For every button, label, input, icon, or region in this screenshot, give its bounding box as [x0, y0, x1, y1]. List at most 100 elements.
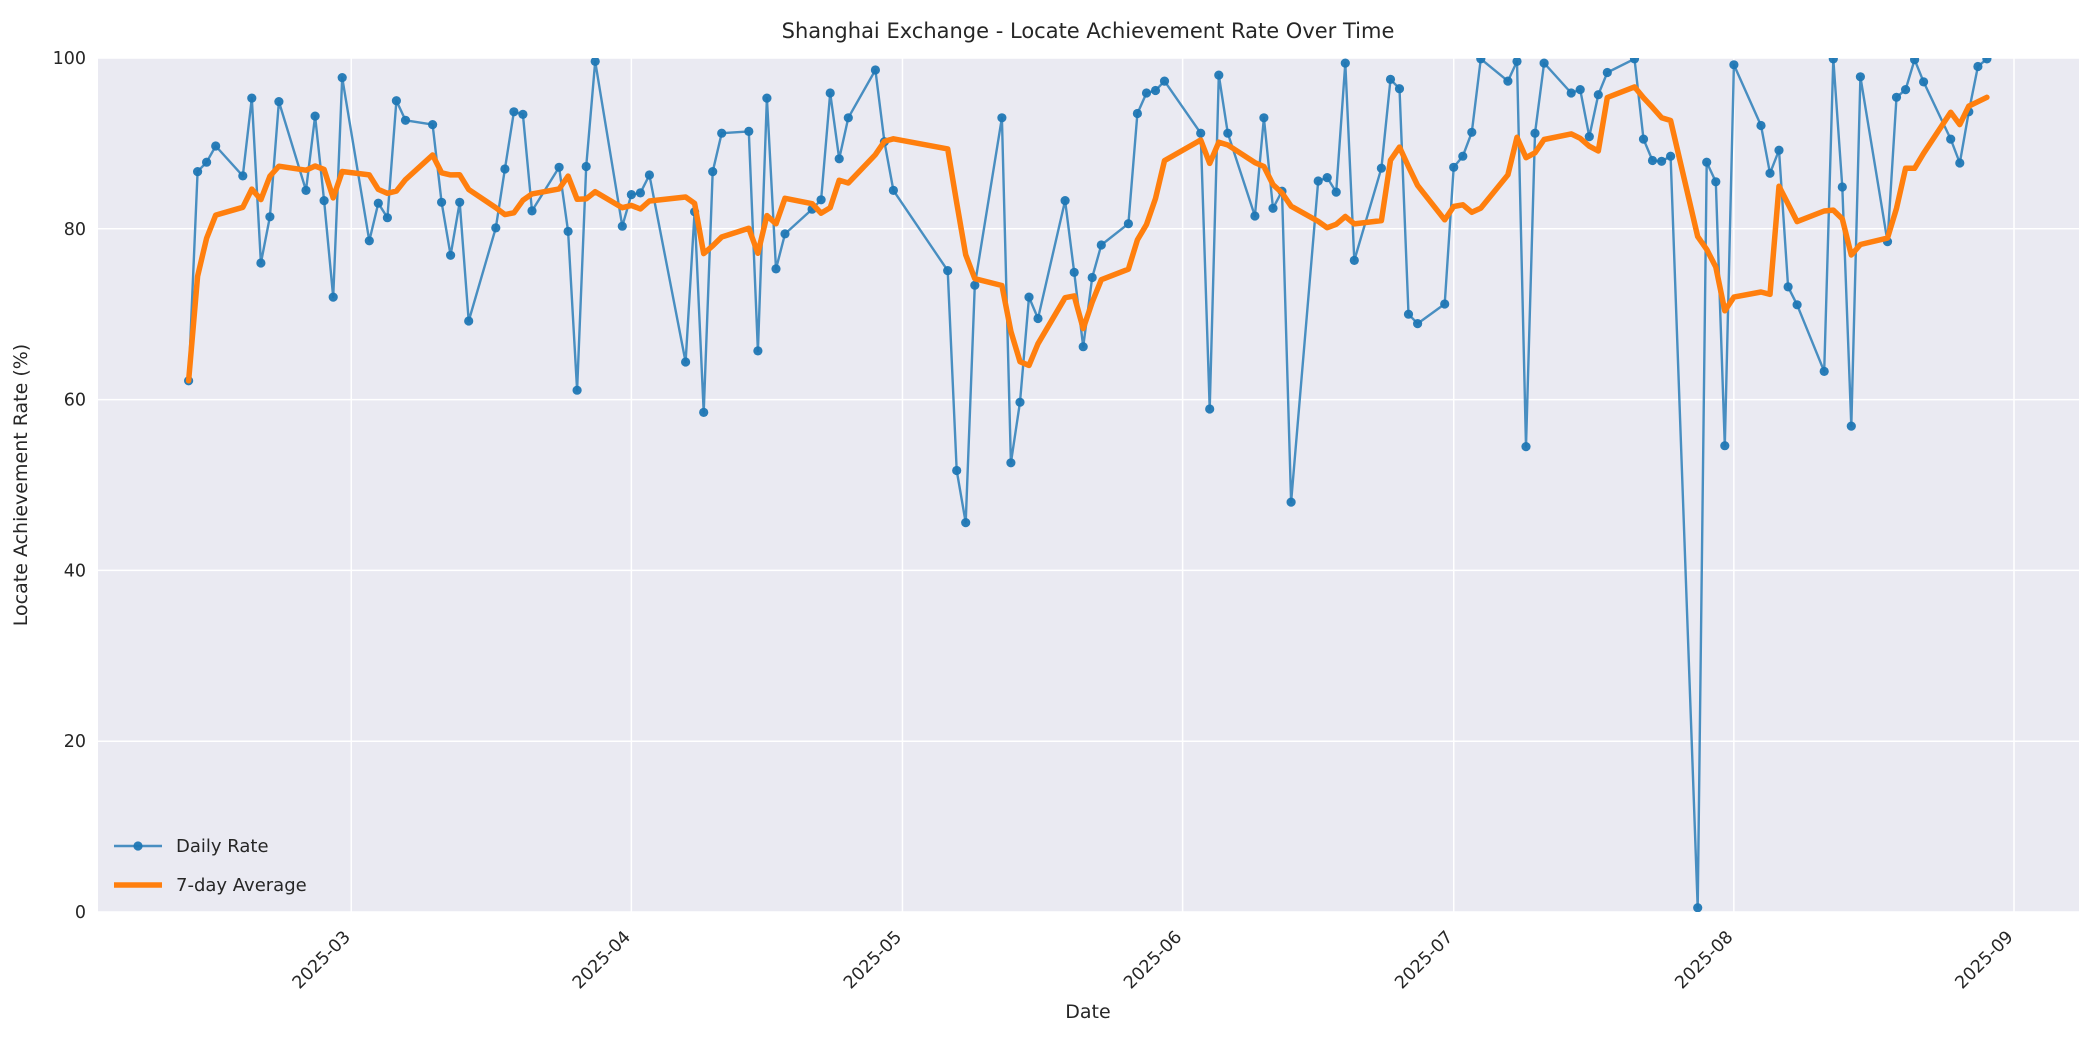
data-point: [762, 93, 772, 103]
chart-title: Shanghai Exchange - Locate Achievement R…: [782, 19, 1395, 43]
data-point: [1015, 397, 1025, 407]
data-point: [1901, 85, 1911, 95]
data-point: [1385, 74, 1396, 84]
data-point: [1006, 458, 1016, 468]
data-point: [446, 250, 456, 260]
data-point: [635, 188, 646, 198]
x-tick-label: 2025-08: [1672, 927, 1738, 993]
data-point: [1792, 300, 1802, 310]
data-point: [1657, 156, 1667, 166]
data-point: [337, 73, 347, 83]
x-tick-label: 2025-03: [289, 927, 355, 993]
data-point: [771, 264, 781, 274]
data-point: [1060, 196, 1070, 206]
data-point: [825, 88, 835, 98]
legend: Daily Rate 7-day Average: [114, 836, 307, 896]
data-point: [400, 115, 411, 125]
data-point: [870, 65, 881, 75]
data-point: [1756, 120, 1766, 131]
data-point: [970, 280, 980, 290]
data-point: [997, 113, 1007, 123]
data-point: [1069, 267, 1079, 277]
data-point: [1033, 313, 1043, 324]
data-point: [1458, 151, 1468, 161]
data-point: [753, 346, 763, 356]
data-point: [744, 126, 754, 136]
data-point: [1774, 145, 1784, 155]
daily-rate-markers: [184, 58, 1992, 912]
data-point: [1720, 441, 1730, 451]
legend-item-7day-average: 7-day Average: [114, 875, 307, 896]
data-point: [644, 170, 655, 180]
y-axis-label: Locate Achievement Rate (%): [10, 344, 32, 626]
legend-label-daily-rate: Daily Rate: [176, 836, 269, 857]
data-point: [943, 266, 953, 276]
data-point: [1946, 134, 1956, 144]
y-tick-label: 0: [75, 903, 86, 923]
data-point: [1955, 158, 1965, 168]
data-point: [1575, 85, 1585, 95]
data-point: [1205, 404, 1215, 414]
data-point: [1078, 342, 1088, 352]
data-point: [780, 229, 790, 239]
data-point: [1638, 134, 1649, 144]
data-point: [717, 128, 727, 138]
y-tick-label: 40: [64, 561, 86, 581]
data-point: [265, 212, 275, 222]
data-point: [1584, 132, 1594, 142]
data-point: [1313, 176, 1323, 186]
data-point: [238, 171, 248, 181]
data-point: [961, 518, 971, 528]
data-point: [1223, 128, 1233, 138]
data-point: [1403, 309, 1414, 319]
data-point: [1413, 319, 1423, 329]
data-point: [1394, 84, 1405, 94]
data-point: [391, 96, 401, 106]
data-point: [1647, 155, 1658, 166]
data-point: [500, 164, 510, 174]
data-point: [1711, 177, 1721, 187]
grid-lines: [98, 57, 2079, 913]
data-point: [1819, 366, 1829, 376]
data-point: [310, 111, 320, 121]
data-point: [1087, 272, 1097, 283]
data-point: [491, 223, 501, 233]
data-point: [382, 213, 392, 223]
data-point: [563, 226, 573, 236]
data-point: [1702, 157, 1712, 167]
legend-item-daily-rate: Daily Rate: [114, 836, 269, 857]
data-point: [626, 190, 637, 200]
y-tick-label: 20: [64, 732, 86, 752]
data-point: [1566, 88, 1576, 98]
data-point: [1214, 70, 1224, 80]
data-point: [1440, 299, 1450, 309]
data-point: [681, 357, 691, 367]
data-point: [1593, 90, 1603, 100]
data-point: [834, 154, 844, 164]
x-tick-label: 2025-07: [1391, 927, 1457, 993]
x-tick-label: 2025-05: [840, 927, 906, 993]
daily-rate-marker-icon: [133, 841, 143, 851]
data-point: [1973, 61, 1983, 72]
data-point: [708, 167, 718, 177]
data-point: [1828, 58, 1838, 64]
data-point: [617, 221, 627, 231]
plot-area: [98, 58, 2079, 912]
data-point: [816, 195, 826, 205]
data-point: [202, 157, 212, 167]
data-point: [509, 107, 519, 117]
data-point: [518, 109, 528, 119]
data-point: [274, 97, 284, 107]
data-point: [1530, 128, 1540, 138]
data-point: [1919, 77, 1929, 87]
data-point: [1503, 76, 1513, 86]
data-point: [1666, 151, 1676, 161]
data-point: [1602, 67, 1612, 78]
data-point: [1132, 108, 1142, 119]
data-point: [1765, 168, 1775, 178]
data-point: [1910, 58, 1920, 65]
x-axis-ticks: 2025-03 2025-04 2025-05 2025-06 2025-07 2025-…: [289, 927, 2018, 993]
data-point: [1250, 211, 1260, 221]
y-tick-label: 100: [53, 49, 86, 69]
data-point: [1024, 292, 1034, 302]
